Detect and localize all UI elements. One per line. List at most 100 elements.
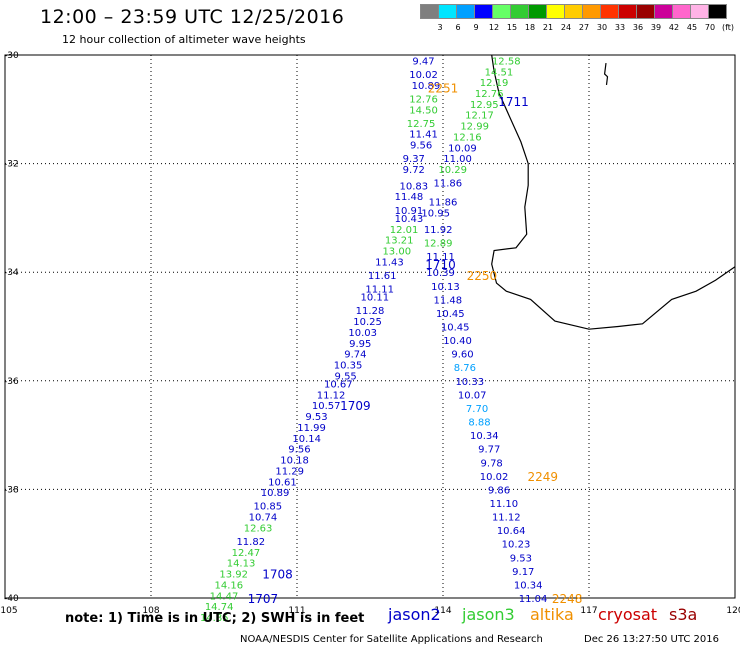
- wave-height-label: 13.00: [382, 246, 411, 257]
- tick-label-lat: -34: [4, 268, 19, 278]
- wave-height-label: 9.56: [410, 141, 432, 152]
- tick-label-lat: -30: [4, 51, 19, 61]
- wave-height-label: 11.29: [275, 466, 304, 477]
- wave-height-label: 13.92: [219, 570, 248, 581]
- wave-height-label: 11.82: [236, 537, 265, 548]
- footer-credit: NOAA/NESDIS Center for Satellite Applica…: [240, 634, 543, 645]
- wave-height-label: 9.56: [288, 445, 310, 456]
- tick-label-lon: 120: [726, 606, 740, 616]
- wave-height-label: 10.74: [249, 513, 278, 524]
- wave-height-label: 10.95: [421, 208, 450, 219]
- wave-height-label: 10.18: [280, 456, 309, 467]
- wave-height-label: 10.23: [502, 540, 531, 551]
- wave-height-label: 9.74: [344, 350, 366, 361]
- mission-jason3: jason3: [462, 605, 515, 624]
- legend-note: note: 1) Time is in UTC; 2) SWH is in fe…: [65, 611, 364, 626]
- pass-time-label: 1710: [425, 258, 456, 272]
- wave-height-label: 12.47: [232, 548, 261, 559]
- wave-height-label: 9.95: [349, 339, 371, 350]
- wave-height-label: 10.57: [312, 401, 341, 412]
- wave-height-label: 9.78: [481, 458, 503, 469]
- wave-height-label: 10.45: [441, 323, 470, 334]
- wave-height-label: 12.19: [480, 78, 509, 89]
- pass-time-label: 1708: [262, 568, 293, 582]
- wave-height-label: 10.34: [470, 431, 499, 442]
- wave-height-label: 9.53: [305, 412, 327, 423]
- wave-height-label: 12.16: [453, 132, 482, 143]
- wave-height-label: 12.17: [465, 111, 494, 122]
- wave-height-label: 8.88: [468, 418, 490, 429]
- wave-height-label: 11.04: [519, 594, 548, 605]
- wave-height-label: 10.13: [431, 282, 460, 293]
- tick-label-lat: -40: [4, 594, 19, 604]
- wave-height-label: 14.47: [210, 591, 239, 602]
- wave-height-label: 9.77: [478, 445, 500, 456]
- mission-cryosat: cryosat: [598, 605, 657, 624]
- wave-height-label: 12.99: [460, 122, 489, 133]
- wave-height-label: 14.13: [227, 559, 256, 570]
- wave-height-label: 10.85: [253, 502, 282, 513]
- tick-label-lat: -38: [4, 485, 19, 495]
- wave-height-label: 10.43: [395, 214, 424, 225]
- wave-height-label: 10.61: [268, 477, 297, 488]
- pass-time-label: 2251: [428, 82, 459, 96]
- wave-height-label: 11.00: [443, 154, 472, 165]
- wave-height-label: 10.25: [353, 317, 382, 328]
- wave-height-label: 10.07: [458, 390, 487, 401]
- wave-height-label: 10.89: [261, 488, 290, 499]
- wave-height-label: 14.16: [215, 580, 244, 591]
- wave-height-label: 11.41: [409, 130, 438, 141]
- wave-height-label: 11.86: [429, 198, 458, 209]
- pass-time-label: 2250: [467, 269, 498, 283]
- wave-height-label: 11.10: [490, 499, 519, 510]
- wave-height-label: 10.09: [448, 143, 477, 154]
- wave-height-label: 12.95: [470, 100, 499, 111]
- wave-height-label: 9.37: [403, 154, 425, 165]
- wave-height-label: 7.70: [466, 404, 488, 415]
- wave-height-label: 12.75: [407, 119, 436, 130]
- wave-height-label: 11.12: [492, 513, 521, 524]
- wave-height-label: 9.17: [512, 567, 534, 578]
- wave-height-label: 11.43: [375, 257, 404, 268]
- wave-height-label: 10.67: [324, 380, 353, 391]
- pass-time-label: 1711: [498, 95, 529, 109]
- wave-height-label: 10.33: [455, 377, 484, 388]
- wave-height-label: 12.58: [492, 56, 521, 67]
- wave-height-label: 13.21: [385, 236, 414, 247]
- wave-height-label: 10.02: [480, 472, 509, 483]
- wave-height-label: 11.48: [395, 192, 424, 203]
- tick-label-lon: 117: [580, 606, 597, 616]
- wave-height-label: 14.51: [485, 67, 514, 78]
- wave-height-label: 9.53: [510, 553, 532, 564]
- pass-time-label: 2248: [552, 592, 583, 606]
- wave-height-label: 11.92: [424, 225, 453, 236]
- wave-height-label: 11.48: [434, 295, 463, 306]
- wave-height-label: 10.35: [334, 361, 363, 372]
- tick-label-lat: -36: [4, 377, 19, 387]
- mission-altika: altika: [530, 605, 574, 624]
- pass-time-label: 2249: [527, 470, 558, 484]
- wave-height-label: 10.02: [409, 70, 438, 81]
- wave-height-label: 12.76: [409, 94, 438, 105]
- wave-height-label: 12.63: [244, 523, 273, 534]
- wave-height-label: 10.29: [438, 165, 467, 176]
- map-frame: 105108111114117120-30-32-34-36-38-409.47…: [0, 0, 740, 650]
- wave-height-label: 10.34: [514, 580, 543, 591]
- wave-height-label: 12.01: [390, 225, 419, 236]
- wave-height-label: 10.64: [497, 526, 526, 537]
- pass-time-label: 1707: [248, 592, 279, 606]
- wave-height-label: 11.99: [297, 423, 326, 434]
- wave-height-label: 14.50: [409, 105, 438, 116]
- footer-timestamp: Dec 26 13:27:50 UTC 2016: [584, 634, 719, 645]
- wave-height-label: 10.11: [361, 293, 390, 304]
- tick-label-lon: 105: [0, 606, 17, 616]
- tick-label-lat: -32: [4, 160, 19, 170]
- wave-height-label: 10.83: [399, 181, 428, 192]
- wave-height-label: 12.89: [424, 238, 453, 249]
- wave-height-label: 10.03: [348, 328, 377, 339]
- pass-time-label: 1709: [340, 399, 371, 413]
- wave-height-label: 9.72: [403, 165, 425, 176]
- wave-height-label: 10.14: [292, 434, 321, 445]
- wave-height-label: 11.28: [356, 306, 385, 317]
- wave-height-label: 11.86: [434, 179, 463, 190]
